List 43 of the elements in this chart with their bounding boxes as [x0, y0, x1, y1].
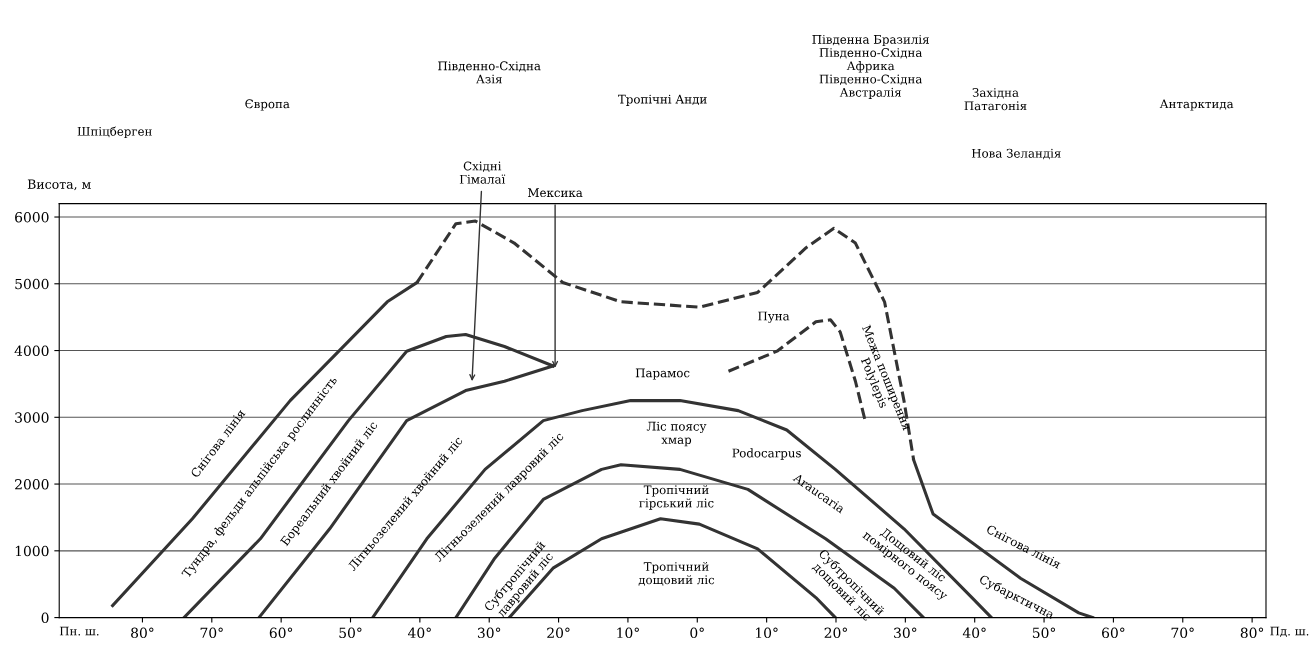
- x-tick-label: 30°: [477, 627, 501, 639]
- annotation: Пуна: [758, 311, 790, 323]
- text: Західна Патагонія: [964, 88, 1027, 111]
- x-tick-label: 40°: [407, 627, 431, 639]
- x-tick-label: 20°: [824, 627, 847, 639]
- y-tick-label: 0: [41, 612, 49, 624]
- text: Південно-Східна Азія: [438, 61, 541, 84]
- x-tick-label: 80°: [131, 627, 154, 639]
- y-tick-label: 4000: [14, 345, 49, 357]
- x-tick-label: 70°: [200, 627, 223, 639]
- y-tick-label: 1000: [15, 545, 49, 557]
- x-tick-label: 10°: [617, 627, 639, 639]
- x-tick-label: 60°: [269, 627, 293, 639]
- annotation: Парамос: [635, 368, 690, 380]
- annotation: Східні Гімалаї: [459, 161, 506, 184]
- annotation: Ліс поясу хмар: [646, 421, 707, 447]
- y-tick-label: 6000: [15, 211, 49, 223]
- x-tick-label: 30°: [894, 627, 917, 639]
- annotation: Podocarpus: [732, 448, 801, 460]
- y-tick-label: 5000: [15, 278, 49, 290]
- x-tick-label: 60°: [1102, 627, 1125, 639]
- text: Шпіцберген: [77, 126, 152, 139]
- x-tick-label: 20°: [547, 627, 570, 639]
- text: Нова Зеландія: [971, 148, 1061, 160]
- x-tick-label: 40°: [962, 627, 986, 639]
- text: Пд. ш.: [1270, 626, 1309, 637]
- annotation: Тропічний дощовий ліс: [638, 561, 715, 586]
- text: Пн. ш.: [59, 626, 99, 636]
- x-tick-label: 0°: [690, 627, 704, 639]
- y-tick-label: 3000: [15, 412, 49, 423]
- x-tick-label: 50°: [339, 627, 362, 639]
- x-tick-label: 10°: [756, 627, 778, 639]
- text: Європа: [245, 99, 290, 111]
- x-tick-label: 70°: [1171, 627, 1194, 639]
- y-axis-title: Висота, м: [27, 179, 91, 191]
- y-tick-label: 2000: [15, 479, 49, 490]
- text: Південна Бразилія Південно-Східна Африка Південно-Східна Австралія: [812, 34, 929, 99]
- annotation: Мексика: [528, 188, 583, 198]
- annotation: Тропічний гірський ліс: [639, 485, 714, 510]
- text: Антарктида: [1159, 99, 1234, 111]
- x-tick-label: 50°: [1032, 627, 1056, 639]
- text: Тропічні Анди: [618, 94, 707, 106]
- x-tick-label: 80°: [1240, 627, 1264, 639]
